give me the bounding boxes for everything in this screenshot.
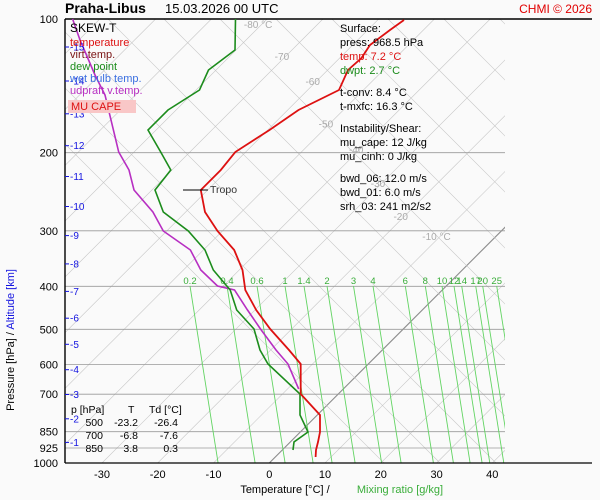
svg-text:-20: -20 (150, 469, 166, 481)
svg-text:-60: -60 (305, 77, 320, 88)
svg-text:-80 °C: -80 °C (244, 20, 272, 31)
svg-text:SKEW-T: SKEW-T (70, 21, 117, 35)
svg-text:500: 500 (40, 324, 58, 336)
svg-text:-11: -11 (70, 172, 84, 183)
svg-text:1.4: 1.4 (297, 276, 310, 287)
svg-text:dwpt: 2.7 °C: dwpt: 2.7 °C (340, 65, 400, 77)
svg-text:t-mxfc: 16.3 °C: t-mxfc: 16.3 °C (340, 101, 413, 113)
svg-text:2: 2 (324, 276, 329, 287)
svg-text:3: 3 (351, 276, 356, 287)
svg-text:6: 6 (403, 276, 408, 287)
svg-text:14: 14 (456, 276, 467, 287)
svg-text:Mixing ratio [g/kg]: Mixing ratio [g/kg] (357, 484, 443, 496)
svg-text:-30: -30 (94, 469, 110, 481)
svg-text:40: 40 (486, 469, 498, 481)
svg-text:4: 4 (370, 276, 375, 287)
svg-text:-26.4: -26.4 (154, 417, 178, 429)
svg-text:0.2: 0.2 (183, 276, 196, 287)
svg-text:MU CAPE: MU CAPE (71, 101, 121, 113)
svg-text:-9: -9 (70, 231, 79, 242)
svg-text:Praha-Libus: Praha-Libus (65, 0, 146, 16)
svg-text:p [hPa]: p [hPa] (71, 404, 104, 416)
svg-text:850: 850 (85, 443, 103, 455)
svg-text:200: 200 (40, 148, 58, 160)
svg-text:Tropo: Tropo (210, 184, 237, 196)
svg-text:400: 400 (40, 281, 58, 293)
svg-text:T: T (128, 404, 135, 416)
svg-text:500: 500 (85, 417, 103, 429)
svg-text:-10: -10 (70, 202, 85, 213)
svg-text:temp: 7.2 °C: temp: 7.2 °C (340, 51, 401, 63)
svg-text:-20: -20 (393, 212, 408, 223)
svg-text:Pressure [hPa] / Altitude [k: Pressure [hPa] / Altitude [km] (5, 269, 17, 411)
svg-text:-12: -12 (70, 141, 85, 152)
svg-text:Td [°C]: Td [°C] (149, 404, 182, 416)
svg-text:8: 8 (423, 276, 428, 287)
svg-text:virt.temp.: virt.temp. (70, 49, 115, 61)
svg-text:-8: -8 (70, 259, 79, 270)
svg-text:3.8: 3.8 (123, 443, 138, 455)
svg-text:wet bulb temp.: wet bulb temp. (69, 73, 142, 85)
svg-text:srh_03: 241 m2/s2: srh_03: 241 m2/s2 (340, 201, 431, 213)
svg-text:300: 300 (40, 226, 58, 238)
svg-text:-4: -4 (70, 365, 79, 376)
svg-text:mu_cape: 12 J/kg: mu_cape: 12 J/kg (340, 137, 427, 149)
svg-text:1000: 1000 (34, 458, 58, 470)
svg-text:10: 10 (437, 276, 448, 287)
svg-text:20: 20 (477, 276, 488, 287)
svg-text:Instability/Shear:: Instability/Shear: (340, 123, 421, 135)
svg-text:-1: -1 (70, 438, 79, 449)
svg-text:mu_cinh: 0 J/kg: mu_cinh: 0 J/kg (340, 151, 417, 163)
svg-text:30: 30 (430, 469, 442, 481)
svg-text:0: 0 (266, 469, 272, 481)
svg-text:-6.8: -6.8 (120, 430, 138, 442)
svg-text:0.3: 0.3 (163, 443, 178, 455)
svg-text:-5: -5 (70, 340, 79, 351)
svg-text:t-conv: 8.4 °C: t-conv: 8.4 °C (340, 87, 407, 99)
svg-text:press: 968.5 hPa: press: 968.5 hPa (340, 37, 424, 49)
svg-text:20: 20 (375, 469, 387, 481)
svg-text:-10: -10 (206, 469, 222, 481)
svg-text:-6: -6 (70, 314, 79, 325)
svg-text:600: 600 (40, 360, 58, 372)
svg-text:0.6: 0.6 (250, 276, 263, 287)
svg-text:700: 700 (85, 430, 103, 442)
svg-text:-3: -3 (70, 390, 79, 401)
svg-text:Surface:: Surface: (340, 23, 381, 35)
svg-text:700: 700 (40, 389, 58, 401)
svg-text:dew point: dew point (70, 61, 117, 73)
svg-text:Temperature [°C] /: Temperature [°C] / (240, 484, 330, 496)
svg-text:25: 25 (491, 276, 502, 287)
svg-text:15.03.2026 00 UTC: 15.03.2026 00 UTC (165, 1, 278, 16)
svg-text:bwd_06: 12.0 m/s: bwd_06: 12.0 m/s (340, 173, 427, 185)
svg-text:udpraft v.temp.: udpraft v.temp. (70, 85, 143, 97)
svg-text:-10 °C: -10 °C (422, 232, 450, 243)
svg-text:-70: -70 (275, 52, 290, 63)
svg-text:850: 850 (40, 427, 58, 439)
svg-text:-7.6: -7.6 (160, 430, 178, 442)
svg-text:temperature: temperature (70, 37, 129, 49)
svg-text:CHMI © 2026: CHMI © 2026 (519, 2, 592, 16)
svg-text:bwd_01: 6.0 m/s: bwd_01: 6.0 m/s (340, 187, 421, 199)
svg-text:10: 10 (319, 469, 331, 481)
svg-text:-23.2: -23.2 (114, 417, 138, 429)
svg-text:925: 925 (40, 443, 58, 455)
svg-text:-50: -50 (319, 120, 334, 131)
svg-text:-7: -7 (70, 287, 79, 298)
svg-text:100: 100 (40, 14, 58, 26)
svg-text:1: 1 (282, 276, 287, 287)
